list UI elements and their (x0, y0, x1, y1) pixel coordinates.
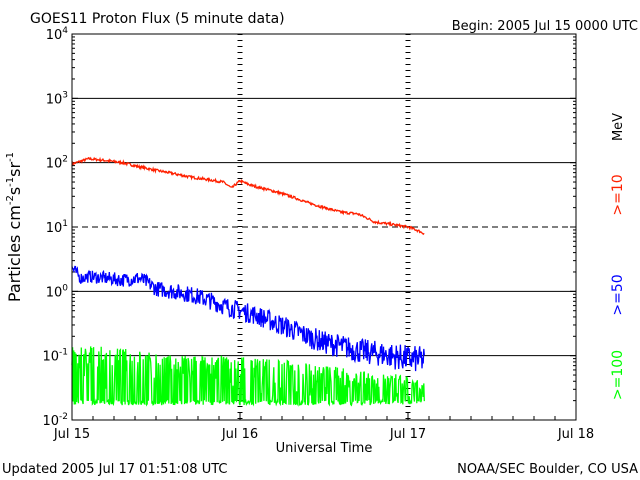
y-tick-label: 103 (46, 90, 68, 107)
y-tick-labels: 104 103 102 101 100 10-1 10-2 (42, 26, 68, 429)
x-tick-labels: Jul 15 Jul 16 Jul 17 Jul 18 (53, 427, 594, 442)
legend: >=10 >=50 >=100 MeV (610, 113, 626, 400)
begin-time-label: Begin: 2005 Jul 15 0000 UTC (452, 19, 638, 34)
y-axis-label: Particles cm-2s-1sr-1 (5, 152, 24, 302)
plot-frame (71, 33, 577, 421)
y-tick-label: 104 (46, 26, 69, 43)
x-axis-label: Universal Time (276, 441, 373, 456)
legend-entry: >=100 (610, 350, 626, 400)
chart-title: GOES11 Proton Flux (5 minute data) (30, 11, 285, 27)
series-line (71, 265, 425, 372)
x-tick-label: Jul 16 (221, 427, 258, 442)
y-tick-label: 102 (46, 155, 68, 172)
x-tick-label: Jul 15 (53, 427, 90, 442)
data-layer (71, 156, 425, 407)
y-tick-label: 100 (46, 283, 69, 300)
x-tick-label: Jul 18 (557, 427, 594, 442)
series-line (71, 156, 425, 236)
legend-entry: >=10 (610, 174, 626, 215)
y-tick-label: 10-1 (42, 348, 68, 365)
updated-timestamp: Updated 2005 Jul 17 01:51:08 UTC (2, 462, 227, 477)
credit-label: NOAA/SEC Boulder, CO USA (457, 462, 638, 477)
x-tick-label: Jul 17 (389, 427, 426, 442)
series-line (71, 346, 425, 407)
y-tick-label: 10-2 (42, 412, 68, 429)
y-tick-label: 101 (46, 219, 68, 236)
legend-unit: MeV (611, 113, 626, 141)
legend-entry: >=50 (610, 274, 626, 315)
